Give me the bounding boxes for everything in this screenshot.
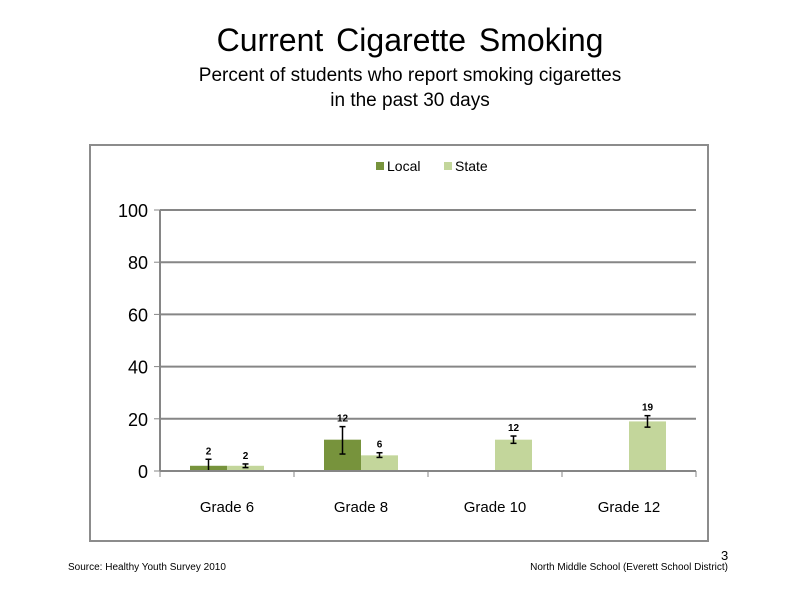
bars (190, 414, 666, 472)
y-tick-label: 20 (128, 410, 148, 430)
x-tick-label: Grade 10 (464, 499, 527, 516)
data-label: 19 (642, 403, 654, 414)
y-tick-label: 0 (138, 462, 148, 482)
slide-subtitle-line-1: Percent of students who report smoking c… (198, 65, 622, 86)
labels: 0 20 40 60 80 100 Grade 6 2 2 Grade 8 12 6 Grade 10 1… (118, 201, 660, 516)
y-tick-label: 40 (128, 358, 148, 378)
school-name: North Middle School (Everett School Dist… (530, 562, 728, 573)
bar-state-grade-6 (227, 465, 264, 471)
legend-label-state: State (455, 158, 488, 174)
gridlines (160, 209, 696, 420)
x-tick-label: Grade 8 (334, 499, 388, 516)
data-label: 6 (377, 440, 383, 451)
bar-state-grade-12 (629, 421, 666, 471)
data-label: 2 (243, 451, 249, 462)
data-label: 2 (206, 446, 212, 457)
slide-title: Current Cigarette Smoking (216, 22, 604, 58)
legend-swatch-state (444, 162, 452, 170)
x-tick-label: Grade 6 (200, 499, 254, 516)
y-tick-label: 80 (128, 253, 148, 273)
source-note: Source: Healthy Youth Survey 2010 (68, 562, 226, 573)
y-tick-label: 100 (118, 201, 148, 221)
legend: Local State (376, 158, 488, 174)
x-tick-label: Grade 12 (598, 499, 661, 516)
y-tick-label: 60 (128, 305, 148, 325)
data-label: 12 (337, 414, 349, 425)
legend-label-local: Local (387, 158, 420, 174)
axes (154, 209, 697, 477)
data-label: 12 (508, 423, 520, 434)
legend-swatch-local (376, 162, 384, 170)
slide-subtitle-line-2: in the past 30 days (330, 90, 490, 111)
page-number: 3 (721, 548, 729, 563)
chart-frame (89, 144, 709, 542)
bar-state-grade-10 (495, 439, 532, 471)
bar-state-grade-8 (361, 455, 398, 471)
